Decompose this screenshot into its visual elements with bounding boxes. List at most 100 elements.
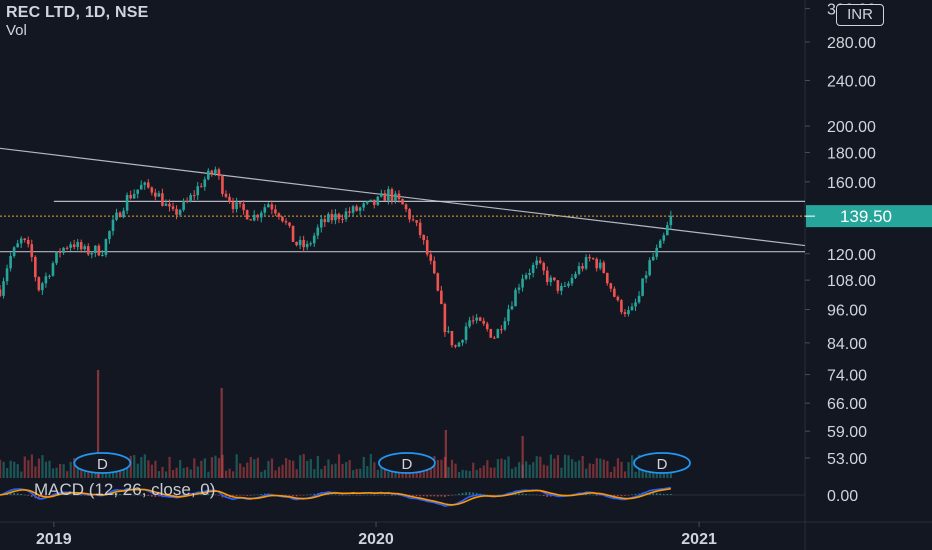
macd-histogram-bar bbox=[246, 495, 248, 496]
volume-bar bbox=[627, 462, 630, 478]
macd-histogram-bar bbox=[27, 495, 30, 496]
macd-histogram-bar bbox=[355, 495, 358, 496]
macd-histogram-bar bbox=[384, 495, 386, 496]
candle-body bbox=[309, 243, 313, 245]
dividend-marker-label: D bbox=[657, 456, 668, 473]
volume-label: Vol bbox=[6, 22, 27, 39]
price-tick-label: 59.00 bbox=[827, 424, 867, 441]
volume-bar bbox=[41, 455, 44, 478]
volume-bar bbox=[489, 467, 492, 478]
volume-bar bbox=[320, 469, 323, 478]
candle-body bbox=[9, 256, 12, 269]
volume-bar bbox=[323, 465, 327, 478]
candle-body bbox=[411, 219, 415, 221]
candle-body bbox=[316, 227, 320, 236]
volume-bar bbox=[242, 467, 245, 478]
macd-histogram-bar bbox=[666, 493, 669, 495]
volume-bar bbox=[546, 465, 549, 478]
price-tick-label: 160.00 bbox=[827, 175, 876, 192]
candle-body bbox=[150, 187, 154, 193]
macd-histogram-bar bbox=[260, 494, 263, 495]
macd-histogram-bar bbox=[253, 494, 256, 496]
candle-body bbox=[224, 193, 228, 197]
macd-histogram-bar bbox=[341, 495, 344, 496]
volume-bar bbox=[129, 455, 132, 478]
volume-bar bbox=[217, 458, 221, 478]
candle-body bbox=[312, 235, 316, 244]
volume-bar bbox=[334, 463, 337, 478]
volume-bar bbox=[507, 456, 510, 478]
volume-bar bbox=[6, 468, 9, 478]
candle-body bbox=[76, 242, 79, 248]
volume-bar bbox=[193, 458, 196, 478]
volume-bar bbox=[66, 471, 69, 478]
time-tick-label: 2020 bbox=[358, 531, 394, 548]
candle-body bbox=[238, 202, 242, 204]
candle-body bbox=[295, 241, 298, 246]
volume-bar bbox=[62, 464, 65, 478]
candle-body bbox=[535, 260, 538, 265]
candle-body bbox=[203, 179, 207, 187]
volume-bar bbox=[380, 463, 383, 478]
macd-legend: MACD (12, 26, close, 0) bbox=[34, 480, 216, 499]
candle-body bbox=[648, 260, 651, 276]
macd-histogram-bar bbox=[129, 494, 132, 495]
time-tick-label: 2021 bbox=[681, 531, 717, 548]
candle-body bbox=[404, 204, 408, 210]
macd-zero-label: 0.00 bbox=[827, 488, 858, 505]
volume-bar bbox=[13, 461, 16, 478]
macd-histogram-bar bbox=[158, 495, 160, 497]
candle-body bbox=[372, 199, 376, 205]
volume-bar bbox=[352, 470, 355, 478]
candle-body bbox=[41, 283, 44, 291]
volume-bar bbox=[44, 461, 48, 478]
candle-body bbox=[380, 193, 383, 197]
macd-histogram-bar bbox=[373, 495, 376, 496]
price-tick-label: 96.00 bbox=[827, 303, 867, 320]
volume-bar bbox=[239, 463, 242, 478]
candle-body bbox=[298, 240, 302, 246]
current-price-badge bbox=[806, 205, 932, 228]
candle-body bbox=[390, 189, 394, 201]
macd-histogram-bar bbox=[447, 495, 450, 496]
candle-body bbox=[401, 198, 404, 205]
macd-histogram-bar bbox=[472, 492, 474, 495]
candle-body bbox=[97, 245, 101, 256]
candle-body bbox=[542, 262, 546, 271]
volume-bar bbox=[55, 467, 58, 478]
currency-button[interactable]: INR bbox=[836, 4, 884, 26]
candle-body bbox=[514, 289, 517, 307]
volume-bar bbox=[422, 471, 425, 478]
volume-bar bbox=[447, 467, 450, 478]
macd-histogram-bar bbox=[151, 495, 153, 497]
macd-histogram-bar bbox=[475, 492, 478, 495]
macd-histogram-bar bbox=[154, 495, 157, 498]
volume-bar bbox=[475, 469, 478, 478]
candle-body bbox=[521, 278, 524, 288]
macd-histogram-bar bbox=[69, 494, 72, 495]
dividend-marker-label: D bbox=[401, 456, 412, 473]
candle-body bbox=[651, 256, 655, 261]
candle-body bbox=[115, 212, 118, 220]
volume-bar bbox=[560, 467, 563, 478]
candle-body bbox=[182, 201, 185, 210]
volume-bar bbox=[96, 370, 100, 478]
macd-histogram-bar bbox=[73, 494, 75, 496]
candle-body bbox=[485, 323, 489, 330]
volume-bar bbox=[542, 464, 545, 478]
macd-histogram-bar bbox=[380, 494, 383, 496]
candle-body bbox=[341, 218, 344, 220]
volume-bar bbox=[256, 457, 259, 478]
volume-bar bbox=[51, 468, 55, 478]
candle-body bbox=[429, 254, 433, 261]
candle-body bbox=[418, 222, 422, 235]
macd-histogram-bar bbox=[662, 493, 665, 495]
volume-bar bbox=[157, 471, 161, 478]
candle-body bbox=[171, 206, 175, 209]
candle-body bbox=[644, 275, 648, 279]
macd-histogram-bar bbox=[549, 495, 552, 497]
volume-bar bbox=[581, 455, 584, 478]
candle-body bbox=[630, 306, 634, 311]
dividend-marker bbox=[378, 452, 436, 474]
